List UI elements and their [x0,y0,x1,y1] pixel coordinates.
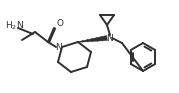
Text: N: N [107,33,113,43]
Text: O: O [57,19,64,28]
Text: N: N [55,43,61,52]
Text: H$_2$N: H$_2$N [5,20,24,32]
Polygon shape [78,36,107,42]
